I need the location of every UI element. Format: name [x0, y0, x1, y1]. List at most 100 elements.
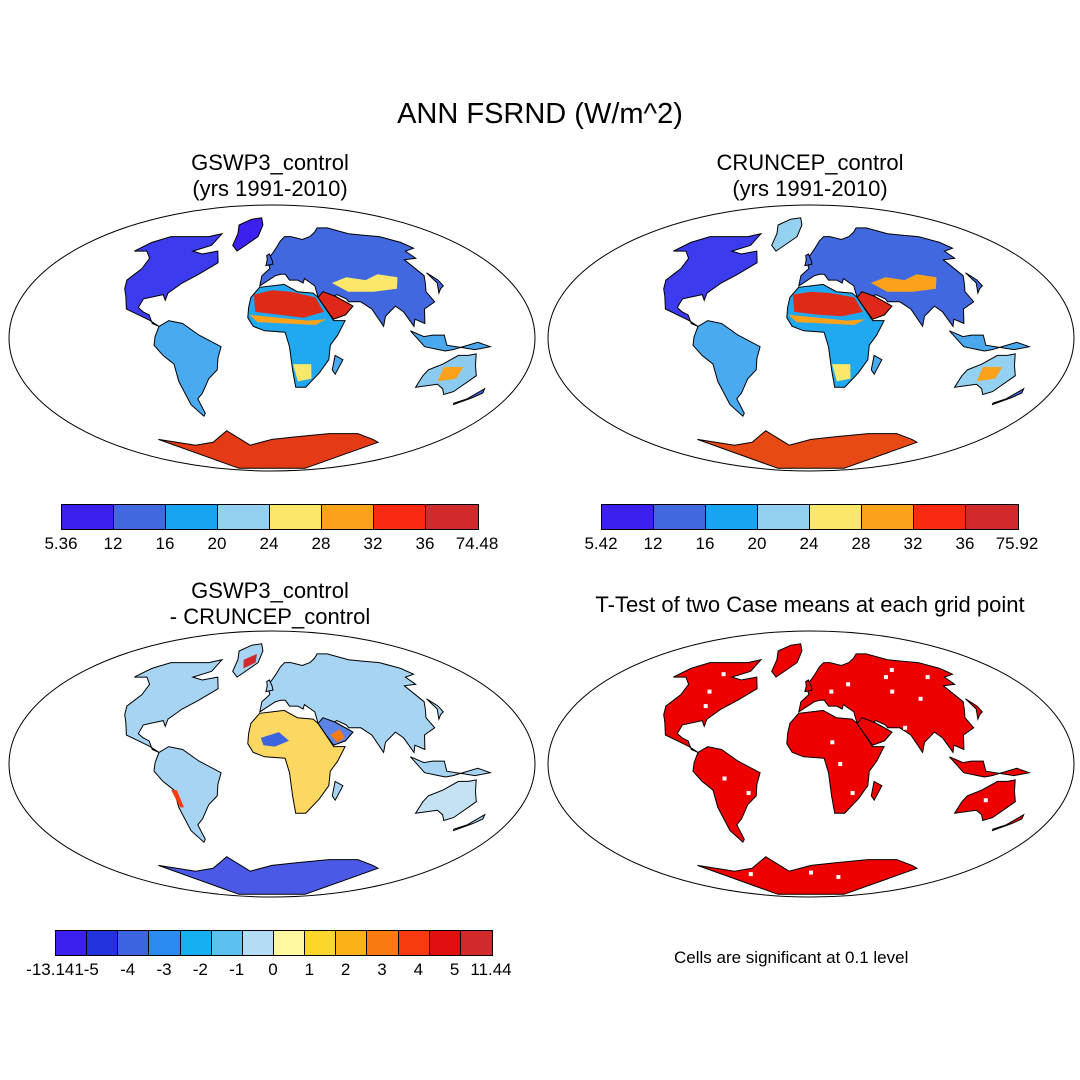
colorbar-gswp3: [61, 504, 479, 530]
non-significant-cell: [838, 762, 843, 766]
panel-title-line: CRUNCEP_control: [716, 150, 904, 175]
panel-title-line: - CRUNCEP_control: [169, 604, 371, 629]
non-significant-cell: [748, 872, 753, 877]
colorbar-cell: [218, 505, 270, 529]
colorbar-tick-label: 16: [155, 534, 175, 553]
panel-title-difference: GSWP3_control - CRUNCEP_control: [120, 578, 420, 630]
colorbar-cell: [914, 505, 966, 529]
colorbar-tick-label: -1: [229, 960, 245, 979]
land-na: [663, 658, 763, 753]
southern-africa-region: [832, 364, 851, 382]
land-nz: [452, 387, 486, 406]
colorbar-tick-label: 32: [363, 534, 383, 553]
land-antarctica: [158, 856, 380, 895]
panel-title-cruncep: CRUNCEP_control (yrs 1991-2010): [660, 150, 960, 202]
land-uk: [265, 679, 274, 693]
colorbar-cell: [706, 505, 758, 529]
land-sa: [153, 320, 222, 418]
land-greenland: [771, 217, 803, 252]
non-significant-cell: [850, 791, 855, 795]
land-arabia_fill: [317, 291, 354, 320]
colorbar-tick-label: 32: [903, 534, 923, 553]
map-ttest: [547, 630, 1075, 898]
map-gswp3: [8, 204, 536, 472]
colorbar-cell: [398, 931, 430, 955]
land-madagascar: [331, 354, 344, 376]
colorbar-cell: [336, 931, 368, 955]
colorbar-cruncep: [601, 504, 1019, 530]
non-significant-cell: [722, 776, 727, 781]
colorbar-cell: [862, 505, 914, 529]
non-significant-cell: [829, 689, 834, 694]
colorbar-tick-label: 2: [340, 960, 351, 979]
sahara-region: [792, 291, 863, 317]
map-border: [8, 630, 536, 898]
colorbar-tick-label: 12: [643, 534, 663, 553]
panel-title-line: T-Test of two Case means at each grid po…: [595, 592, 1025, 617]
panel-title-ttest: T-Test of two Case means at each grid po…: [560, 592, 1060, 618]
colorbar-cell: [180, 931, 212, 955]
non-significant-cell: [918, 696, 923, 701]
non-significant-cell: [809, 870, 813, 875]
land-na: [663, 232, 763, 327]
non-significant-cell: [707, 689, 712, 694]
colorbar-cell: [242, 931, 274, 955]
colorbar-cell: [87, 931, 119, 955]
colorbar-cell: [429, 931, 461, 955]
colorbar-cell: [374, 505, 426, 529]
land-japan: [426, 272, 444, 295]
colorbar-cell: [114, 505, 166, 529]
land-na: [124, 232, 224, 327]
land-uk: [804, 679, 813, 693]
land-sa: [692, 320, 761, 418]
colorbar-tick-label: 20: [747, 534, 767, 553]
land-japan: [426, 698, 444, 721]
colorbar-cell: [810, 505, 862, 529]
colorbar-tick-label: 5.42: [584, 534, 618, 553]
land-indonesia: [410, 330, 493, 352]
land-greenland: [232, 217, 264, 252]
colorbar-tick-label: 0: [268, 960, 278, 979]
main-title: ANN FSRND (W/m^2): [397, 98, 683, 130]
land-af: [786, 709, 885, 814]
panel-title-line: GSWP3_control: [191, 578, 349, 603]
land-indonesia: [949, 330, 1032, 352]
arabia-anomaly: [330, 729, 345, 743]
colorbar-cell: [367, 931, 399, 955]
central-asia-region: [331, 274, 398, 292]
colorbar-cell: [426, 505, 478, 529]
colorbar-tick-label: 12: [103, 534, 123, 553]
land-japan: [965, 272, 983, 295]
non-significant-cell: [903, 725, 908, 730]
colorbar-cell: [211, 931, 243, 955]
colorbar-tick-label: -4: [120, 960, 136, 979]
land-japan: [965, 698, 983, 721]
non-significant-cell: [889, 667, 894, 672]
greenland-anomaly: [243, 653, 257, 669]
colorbar-tick-label: 75.92: [995, 534, 1039, 553]
land-madagascar: [870, 354, 883, 376]
colorbar-tick-label: 4: [413, 960, 424, 979]
land-sa: [692, 746, 761, 844]
land-nz: [991, 387, 1025, 406]
colorbar-cell: [62, 505, 114, 529]
colorbar-tick-label: -13.141: [26, 960, 84, 979]
colorbar-cell: [270, 505, 322, 529]
colorbar-tick-label: -5: [83, 960, 99, 979]
colorbar-tick-label: 16: [695, 534, 715, 553]
colorbar-tick-label: 1: [304, 960, 315, 979]
colorbar-tick-label: 5.36: [44, 534, 78, 553]
map-difference: [8, 630, 536, 898]
non-significant-cell: [830, 740, 835, 745]
non-significant-cell: [890, 689, 895, 694]
panel-title-line: (yrs 1991-2010): [192, 176, 348, 201]
land-antarctica: [697, 430, 919, 469]
colorbar-tick-label: 24: [799, 534, 819, 553]
colorbar-tick-label: 11.44: [470, 960, 512, 979]
ocean: [9, 631, 535, 897]
non-significant-cell: [846, 682, 851, 687]
panel-title-gswp3: GSWP3_control (yrs 1991-2010): [120, 150, 420, 202]
colorbar-tick-label: 36: [955, 534, 975, 553]
west-africa-anomaly: [260, 732, 289, 747]
non-significant-cell: [746, 791, 751, 795]
